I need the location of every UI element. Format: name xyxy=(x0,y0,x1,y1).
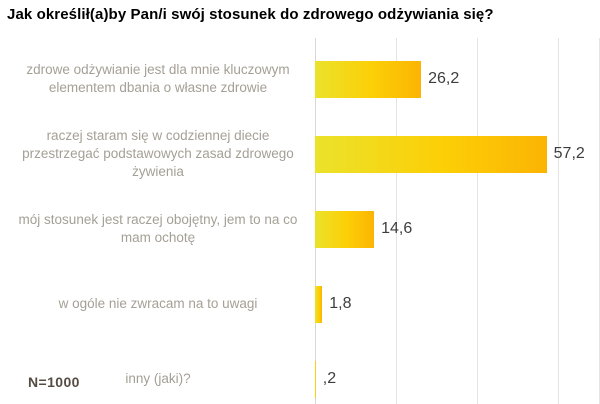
category-label: zdrowe odżywianie jest dla mnie kluczowy… xyxy=(26,62,290,95)
bar-row: w ogóle nie zwracam na to uwagi 1,8 xyxy=(0,267,600,342)
bar-row: inny (jaki)? ,2 xyxy=(0,342,600,404)
value-label: 1,8 xyxy=(329,295,352,312)
gridline-20 xyxy=(396,38,397,404)
sample-size-note: N=1000 xyxy=(28,374,80,390)
bar-row: mój stosunek jest raczej obojętny, jem t… xyxy=(0,192,600,267)
gridline-60 xyxy=(558,38,559,404)
bar xyxy=(315,210,375,248)
value-label: 57,2 xyxy=(553,145,585,162)
gridline-40 xyxy=(477,38,478,404)
bar xyxy=(315,360,316,398)
category-label: raczej staram się w codziennej diecie pr… xyxy=(22,128,294,179)
category-label: w ogóle nie zwracam na to uwagi xyxy=(58,296,258,311)
bar xyxy=(315,135,547,173)
category-label: inny (jaki)? xyxy=(125,371,191,386)
value-label: 26,2 xyxy=(428,70,460,87)
bar xyxy=(315,285,323,323)
gridline-70 xyxy=(598,38,600,404)
value-label: ,2 xyxy=(322,370,337,387)
value-label: 14,6 xyxy=(381,220,413,237)
chart-title: Jak określił(a)by Pan/i swój stosunek do… xyxy=(7,6,494,23)
category-label: mój stosunek jest raczej obojętny, jem t… xyxy=(18,212,298,245)
bar-row: raczej staram się w codziennej diecie pr… xyxy=(0,117,600,192)
bar-row: zdrowe odżywianie jest dla mnie kluczowy… xyxy=(0,42,600,117)
bar xyxy=(315,60,422,98)
